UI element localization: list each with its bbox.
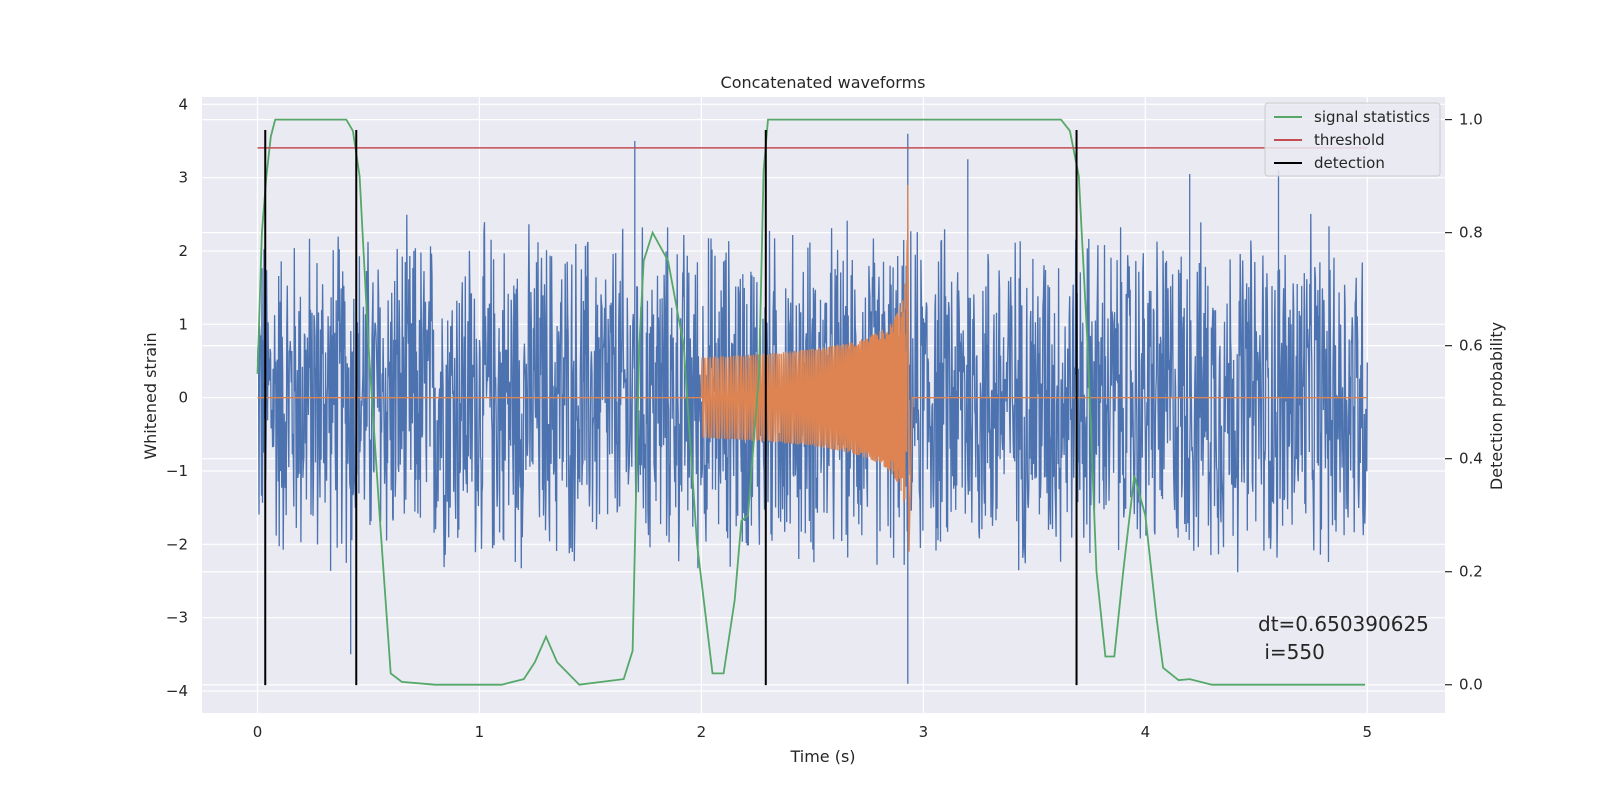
series-group (256, 118, 1368, 686)
right-y-axis-ticks: 0.0 0.2 0.4 0.6 0.8 1.0 (1445, 111, 1483, 694)
y-tick-label: 2 (178, 242, 188, 260)
x-tick-label: 0 (253, 723, 263, 741)
right-y-axis-label: Detection probability (1487, 322, 1506, 490)
annotation: dt=0.650390625 i=550 (1258, 612, 1429, 664)
right-y-tick-label: 0.2 (1459, 563, 1483, 581)
right-y-tick-label: 0.0 (1459, 676, 1483, 694)
legend: signal statistics threshold detection (1264, 102, 1441, 177)
x-tick-label: 5 (1363, 723, 1373, 741)
annotation-line-i: i=550 (1258, 640, 1325, 664)
y-tick-label: 1 (178, 315, 188, 333)
y-tick-label: −4 (166, 682, 188, 700)
x-tick-label: 1 (475, 723, 485, 741)
signal-statistics-line (256, 118, 1366, 686)
waveform-series-line (257, 184, 1368, 552)
chart-title: Concatenated waveforms (721, 73, 926, 92)
detection-lines (264, 130, 1078, 686)
y-axis-label: Whitened strain (141, 332, 160, 459)
legend-frame (1264, 102, 1441, 177)
y-axis-ticks: −4 −3 −2 −1 0 1 2 3 4 (166, 95, 188, 700)
x-axis-ticks: 0 1 2 3 4 5 (253, 723, 1372, 741)
y-tick-label: −2 (166, 535, 188, 553)
y-tick-label: 3 (178, 169, 188, 187)
legend-label-threshold: threshold (1314, 131, 1385, 149)
x-tick-label: 2 (697, 723, 707, 741)
right-y-tick-label: 1.0 (1459, 111, 1483, 129)
annotation-line-dt: dt=0.650390625 (1258, 612, 1429, 636)
y-tick-label: 0 (178, 389, 188, 407)
y-tick-label: 4 (178, 95, 188, 113)
y-tick-label: −1 (166, 462, 188, 480)
x-tick-label: 4 (1141, 723, 1151, 741)
right-y-tick-label: 0.8 (1459, 224, 1483, 242)
y-tick-label: −3 (166, 609, 188, 627)
legend-label-signal-statistics: signal statistics (1314, 108, 1430, 126)
x-tick-label: 3 (919, 723, 929, 741)
legend-label-detection: detection (1314, 154, 1385, 172)
right-y-tick-label: 0.4 (1459, 450, 1483, 468)
right-y-tick-label: 0.6 (1459, 337, 1483, 355)
x-axis-label: Time (s) (789, 747, 855, 766)
